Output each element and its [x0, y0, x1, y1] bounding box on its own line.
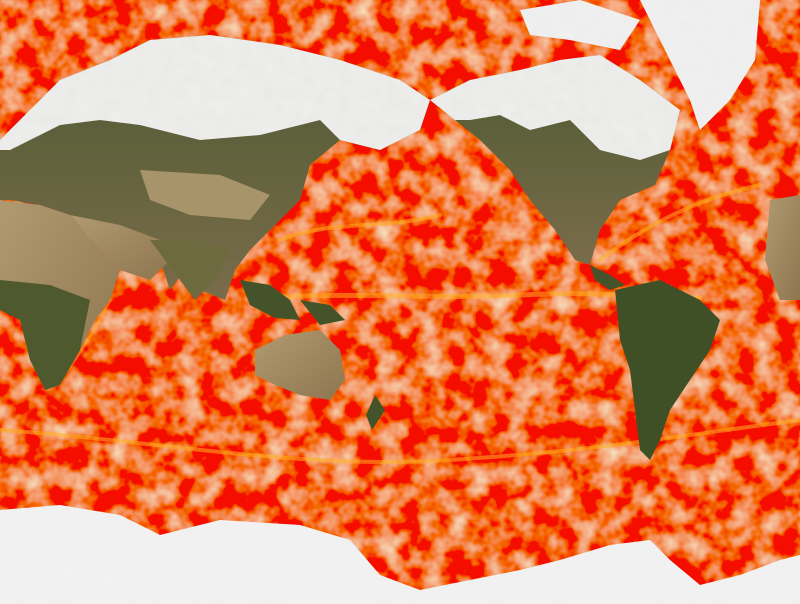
north-america-snow: [430, 55, 680, 160]
greenland: [640, 0, 760, 130]
central-asia: [140, 170, 270, 220]
new-guinea: [300, 300, 345, 325]
south-america: [615, 280, 720, 460]
circumpolar-current: [0, 418, 800, 465]
africa-east-edge: [765, 195, 800, 300]
australia: [255, 330, 345, 400]
antarctica: [0, 505, 800, 604]
southeast-asia: [240, 280, 300, 320]
arabia: [70, 215, 170, 280]
central-america: [590, 265, 625, 290]
india: [150, 240, 230, 300]
kuroshio-current: [278, 213, 442, 242]
eurasia-snow: [0, 35, 430, 150]
new-zealand: [366, 395, 385, 430]
africa-central: [0, 280, 90, 390]
gulf-stream: [598, 183, 762, 262]
arctic-islands: [520, 0, 640, 50]
